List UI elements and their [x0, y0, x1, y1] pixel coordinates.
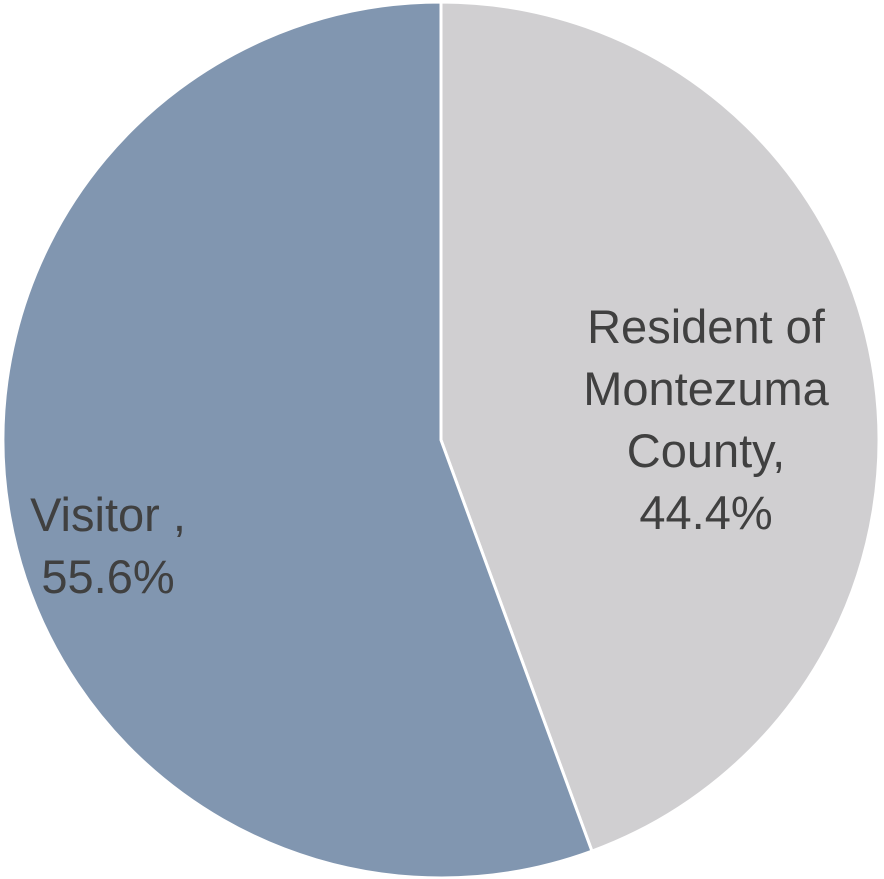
slice-label: Visitor , 55.6% — [8, 484, 208, 608]
slice-category: Visitor , — [30, 488, 186, 541]
pie-slice — [439, 0, 881, 853]
pie-slice — [1, 0, 594, 879]
slice-value-label: 44.4% — [639, 486, 773, 539]
slice-category: Resident of Montezuma County, — [583, 300, 829, 477]
slice-label: Resident of Montezuma County, 44.4% — [546, 296, 866, 544]
slice-value-label: 55.6% — [41, 550, 175, 603]
